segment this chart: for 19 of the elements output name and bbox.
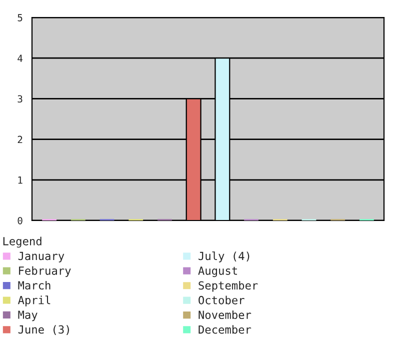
- legend-label: April: [18, 296, 50, 306]
- y-tick-label: 0: [18, 217, 22, 224]
- legend-title: Legend: [3, 236, 42, 248]
- legend-label: September: [198, 281, 258, 292]
- legend-label: December: [198, 325, 252, 334]
- legend-label: February: [19, 266, 71, 278]
- legend-label: July (4): [198, 252, 250, 262]
- legend-label: May: [18, 310, 38, 322]
- legend-label: October: [198, 296, 244, 304]
- y-tick-label: 2: [18, 136, 22, 144]
- y-tick-label: 1: [18, 176, 22, 184]
- y-tick-label: 3: [18, 95, 22, 103]
- legend-label: August: [198, 266, 238, 278]
- legend-label: March: [18, 280, 50, 290]
- legend-label: June (3): [18, 325, 69, 335]
- y-tick-label: 5: [18, 14, 22, 22]
- legend-label: January: [18, 252, 64, 262]
- y-tick-label: 4: [18, 54, 23, 62]
- legend-label: November: [198, 310, 252, 320]
